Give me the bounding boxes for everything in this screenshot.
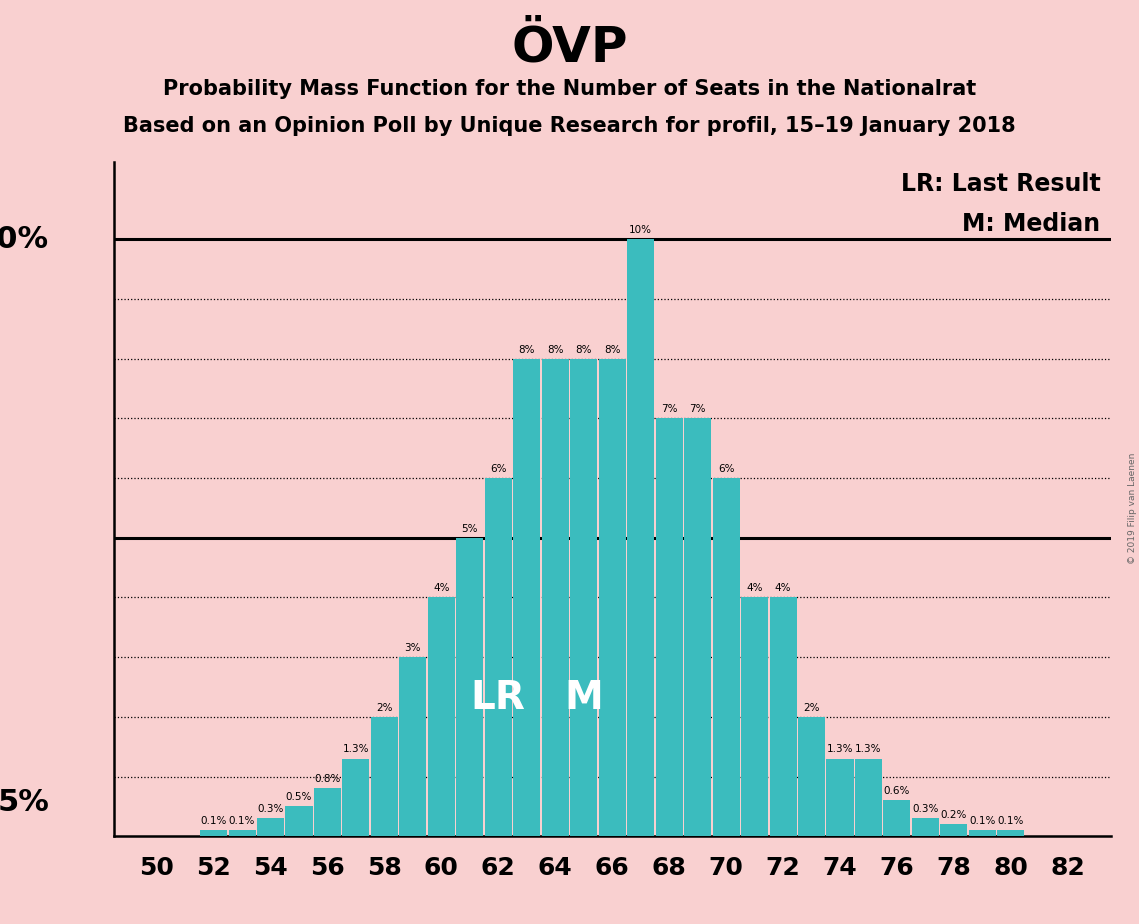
Bar xyxy=(941,824,967,836)
Bar xyxy=(884,800,910,836)
Bar xyxy=(343,759,369,836)
Bar xyxy=(628,239,654,836)
Text: 0.5%: 0.5% xyxy=(286,792,312,802)
Text: 4%: 4% xyxy=(775,583,792,593)
Text: M: Median: M: Median xyxy=(962,213,1100,237)
Bar xyxy=(542,359,568,836)
Bar xyxy=(371,717,398,836)
Text: 1.3%: 1.3% xyxy=(343,745,369,754)
Text: Based on an Opinion Poll by Unique Research for profil, 15–19 January 2018: Based on an Opinion Poll by Unique Resea… xyxy=(123,116,1016,136)
Bar xyxy=(713,478,739,836)
Text: 8%: 8% xyxy=(604,345,621,355)
Bar xyxy=(286,807,312,836)
Text: M: M xyxy=(564,679,604,717)
Text: 2%: 2% xyxy=(803,702,820,712)
Text: 0.1%: 0.1% xyxy=(969,816,995,826)
Bar xyxy=(656,419,682,836)
Bar xyxy=(998,831,1024,836)
Text: 1.3%: 1.3% xyxy=(827,745,853,754)
Text: LR: LR xyxy=(470,679,526,717)
Text: 0.3%: 0.3% xyxy=(912,804,939,814)
Text: 10%: 10% xyxy=(629,225,653,235)
Text: 6%: 6% xyxy=(490,464,507,474)
Text: 10%: 10% xyxy=(0,225,49,254)
Bar xyxy=(912,819,939,836)
Text: 5%: 5% xyxy=(0,788,49,817)
Text: 7%: 7% xyxy=(661,404,678,414)
Bar xyxy=(770,598,796,836)
Text: 2%: 2% xyxy=(376,702,393,712)
Bar xyxy=(257,819,284,836)
Bar xyxy=(741,598,768,836)
Text: 5%: 5% xyxy=(461,524,478,533)
Bar xyxy=(514,359,540,836)
Text: 6%: 6% xyxy=(718,464,735,474)
Bar xyxy=(229,831,255,836)
Text: LR: Last Result: LR: Last Result xyxy=(901,172,1100,196)
Text: 0.6%: 0.6% xyxy=(884,786,910,796)
Text: 1.3%: 1.3% xyxy=(855,745,882,754)
Text: 8%: 8% xyxy=(518,345,535,355)
Text: 0.1%: 0.1% xyxy=(229,816,255,826)
Text: © 2019 Filip van Laenen: © 2019 Filip van Laenen xyxy=(1128,453,1137,564)
Bar xyxy=(457,538,483,836)
Text: 8%: 8% xyxy=(575,345,592,355)
Text: 3%: 3% xyxy=(404,643,421,653)
Text: 0.1%: 0.1% xyxy=(200,816,227,826)
Bar xyxy=(400,657,426,836)
Text: 8%: 8% xyxy=(547,345,564,355)
Text: ÖVP: ÖVP xyxy=(511,23,628,71)
Bar xyxy=(200,831,227,836)
Bar xyxy=(485,478,511,836)
Bar xyxy=(314,788,341,836)
Text: 7%: 7% xyxy=(689,404,706,414)
Bar xyxy=(855,759,882,836)
Text: 0.3%: 0.3% xyxy=(257,804,284,814)
Text: Probability Mass Function for the Number of Seats in the Nationalrat: Probability Mass Function for the Number… xyxy=(163,79,976,99)
Bar xyxy=(428,598,454,836)
Bar xyxy=(969,831,995,836)
Text: 0.8%: 0.8% xyxy=(314,774,341,784)
Bar xyxy=(827,759,853,836)
Bar xyxy=(685,419,711,836)
Text: 4%: 4% xyxy=(433,583,450,593)
Bar xyxy=(599,359,625,836)
Text: 0.1%: 0.1% xyxy=(998,816,1024,826)
Text: 0.2%: 0.2% xyxy=(941,810,967,821)
Bar xyxy=(798,717,825,836)
Bar xyxy=(571,359,597,836)
Text: 4%: 4% xyxy=(746,583,763,593)
